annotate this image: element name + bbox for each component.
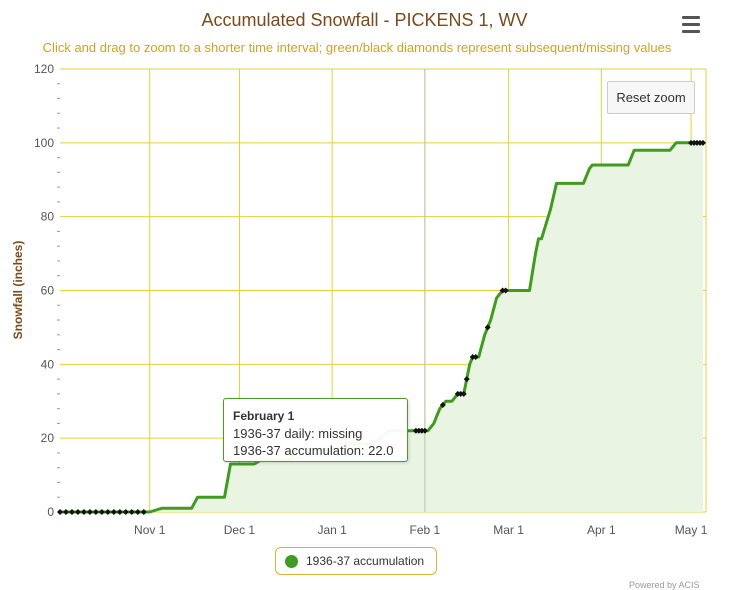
y-axis-label: Snowfall (inches) bbox=[11, 240, 25, 340]
series-area bbox=[60, 142, 703, 513]
menu-bar bbox=[682, 30, 700, 33]
credits-link[interactable]: Powered by ACIS bbox=[629, 580, 700, 590]
y-tick-label: 100 bbox=[34, 136, 54, 150]
missing-value-marker bbox=[472, 353, 479, 360]
menu-bar bbox=[682, 23, 700, 26]
x-tick-label: May 1 bbox=[675, 523, 708, 537]
legend-dot-icon bbox=[285, 554, 298, 568]
missing-value-marker bbox=[74, 509, 81, 515]
missing-value-marker bbox=[140, 509, 147, 515]
missing-value-marker bbox=[134, 509, 141, 515]
missing-value-marker bbox=[57, 509, 63, 515]
missing-value-marker bbox=[128, 509, 135, 515]
missing-value-marker bbox=[484, 324, 491, 331]
x-tick-label: Dec 1 bbox=[224, 523, 256, 537]
missing-markers bbox=[57, 139, 707, 515]
x-tick-label: Apr 1 bbox=[587, 523, 616, 537]
missing-value-marker bbox=[463, 376, 470, 383]
missing-value-marker bbox=[502, 287, 509, 294]
missing-value-marker bbox=[92, 509, 99, 515]
menu-bar bbox=[682, 16, 700, 19]
chart-title: Accumulated Snowfall - PICKENS 1, WV bbox=[201, 10, 528, 30]
x-tick-label: Mar 1 bbox=[493, 523, 524, 537]
y-tick-label: 20 bbox=[41, 431, 55, 445]
missing-value-marker bbox=[439, 401, 446, 408]
x-tick-labels: Nov 1 Dec 1 Jan 1 Feb 1 Mar 1 Apr 1 May 1 bbox=[134, 523, 708, 537]
x-tick-label: Feb 1 bbox=[410, 523, 441, 537]
y-tick-label: 120 bbox=[34, 62, 54, 76]
y-tick-label: 60 bbox=[41, 284, 55, 298]
y-tick-label: 0 bbox=[47, 505, 54, 519]
missing-value-marker bbox=[86, 509, 93, 515]
missing-value-marker bbox=[421, 427, 428, 434]
reset-zoom-button[interactable]: Reset zoom bbox=[607, 81, 695, 114]
missing-value-marker bbox=[460, 390, 467, 397]
missing-value-marker bbox=[80, 509, 87, 515]
missing-value-marker bbox=[122, 509, 129, 515]
data-tooltip: February 1 1936-37 daily: missing 1936-3… bbox=[223, 398, 408, 462]
chart-subtitle: Click and drag to zoom to a shorter time… bbox=[42, 40, 672, 55]
x-tick-label: Nov 1 bbox=[134, 523, 166, 537]
missing-value-marker bbox=[68, 509, 75, 515]
y-tick-labels: 0 20 40 60 80 100 120 bbox=[34, 62, 54, 519]
missing-value-marker bbox=[104, 509, 111, 515]
missing-value-marker bbox=[110, 509, 117, 515]
hamburger-menu-icon[interactable] bbox=[680, 16, 706, 38]
area-layer bbox=[60, 142, 703, 513]
missing-value-marker bbox=[700, 139, 707, 146]
legend-item-accumulation[interactable]: 1936-37 accumulation bbox=[275, 547, 437, 575]
y-tick-label: 40 bbox=[41, 357, 55, 371]
missing-value-marker bbox=[62, 509, 69, 515]
tooltip-date: February 1 bbox=[233, 409, 295, 423]
missing-value-marker bbox=[116, 509, 123, 515]
y-tick-label: 80 bbox=[41, 210, 55, 224]
legend-label: 1936-37 accumulation bbox=[306, 554, 425, 568]
x-tick-label: Jan 1 bbox=[317, 523, 347, 537]
missing-value-marker bbox=[98, 509, 105, 515]
tooltip-accumulation: 1936-37 accumulation: 22.0 bbox=[233, 443, 394, 458]
tooltip-daily: 1936-37 daily: missing bbox=[233, 426, 363, 441]
